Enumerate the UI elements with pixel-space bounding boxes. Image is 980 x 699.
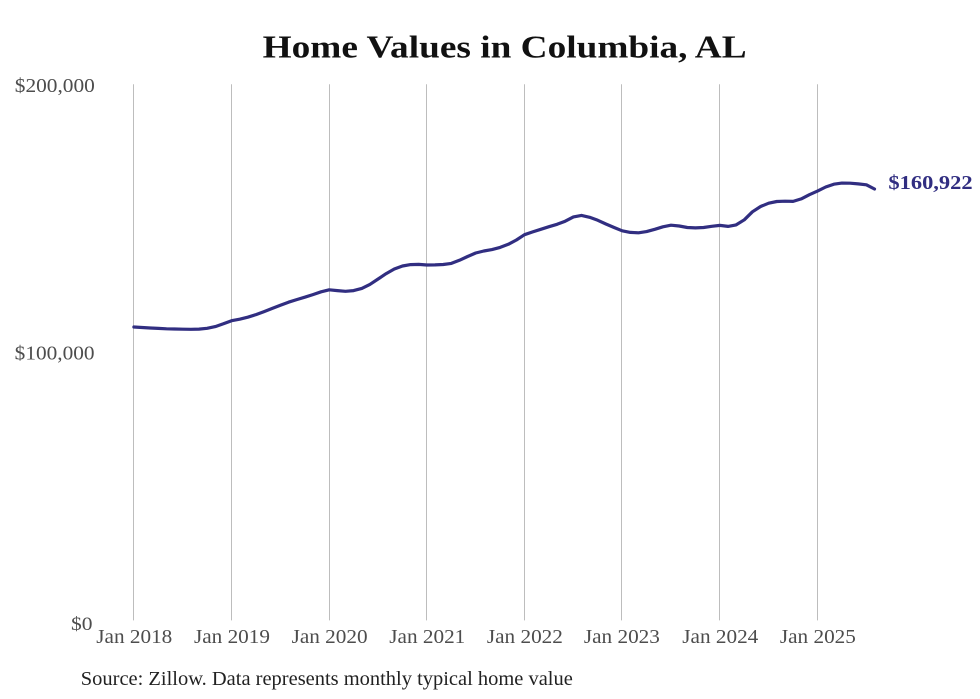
svg-text:Jan 2022: Jan 2022 — [487, 626, 563, 648]
svg-text:Jan 2023: Jan 2023 — [584, 626, 660, 648]
svg-text:Jan 2020: Jan 2020 — [292, 626, 368, 648]
svg-text:Home Values in Columbia, AL: Home Values in Columbia, AL — [263, 29, 747, 65]
svg-text:$160,922: $160,922 — [888, 172, 972, 194]
svg-text:Jan 2025: Jan 2025 — [780, 626, 856, 648]
svg-text:Jan 2018: Jan 2018 — [96, 626, 172, 648]
svg-text:$200,000: $200,000 — [15, 75, 95, 97]
svg-text:Jan 2021: Jan 2021 — [389, 626, 465, 648]
svg-text:Jan 2019: Jan 2019 — [194, 626, 270, 648]
svg-text:$100,000: $100,000 — [15, 342, 95, 364]
svg-text:$0: $0 — [71, 615, 93, 635]
svg-text:Jan 2024: Jan 2024 — [682, 626, 758, 648]
svg-text:Source: Zillow. Data represent: Source: Zillow. Data represents monthly … — [81, 668, 573, 690]
